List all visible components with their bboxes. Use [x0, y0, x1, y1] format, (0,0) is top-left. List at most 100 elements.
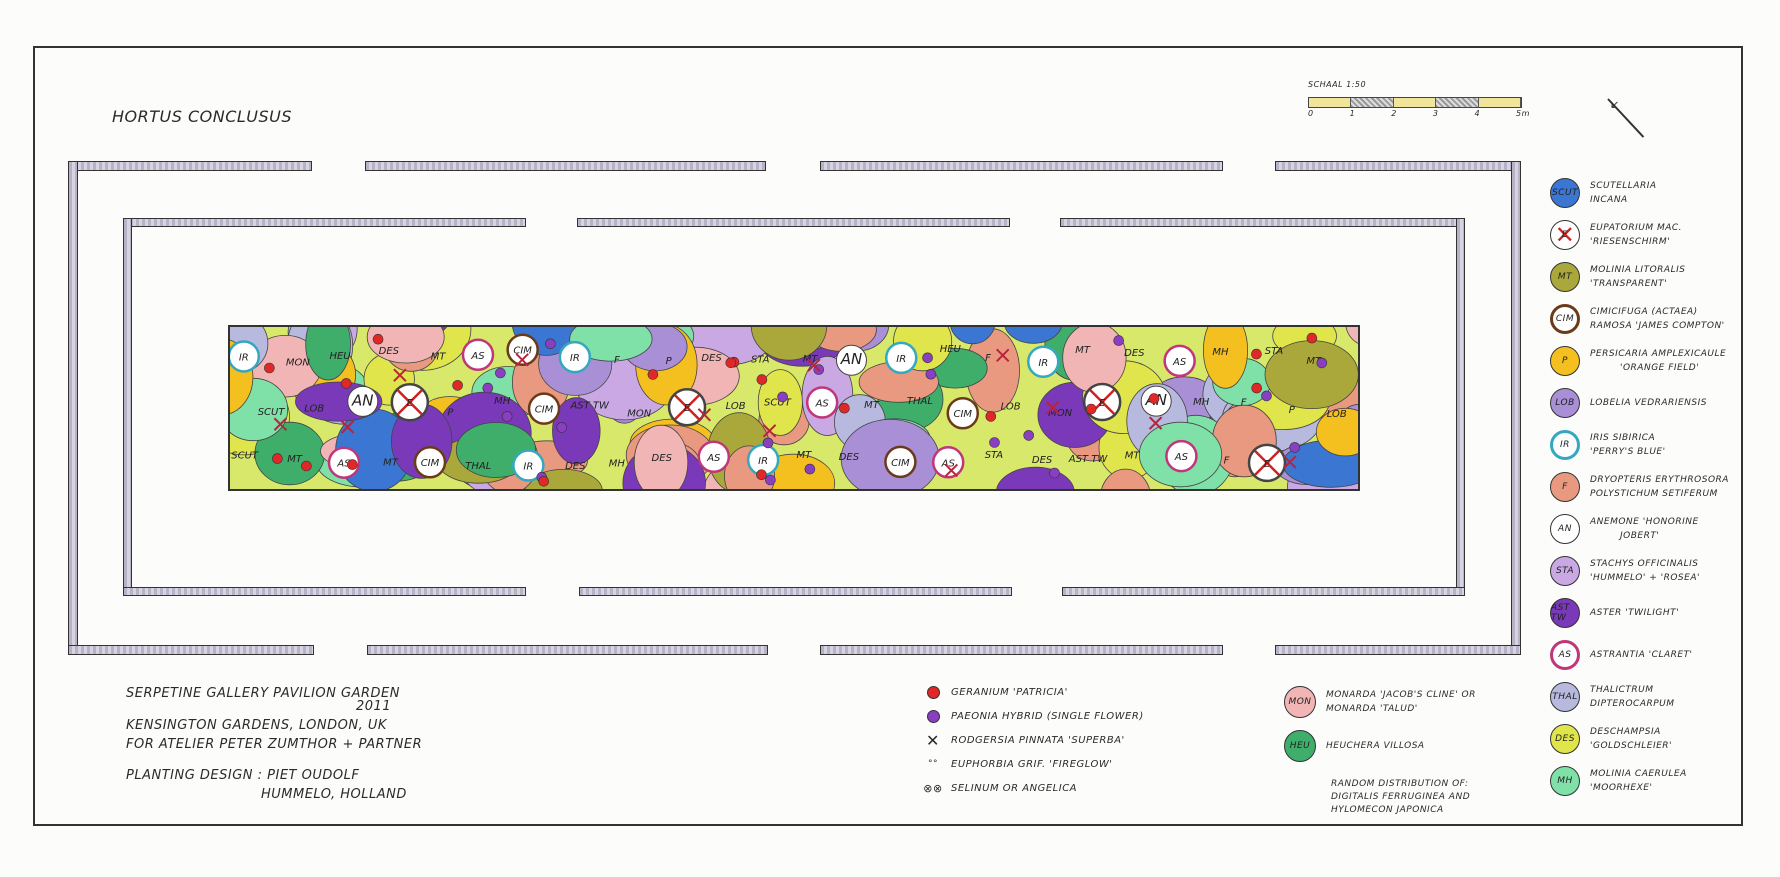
- bed-label-text: LOB: [304, 403, 324, 414]
- bed-plant-label: AST TW: [569, 400, 610, 411]
- paeonia-dot-icon: [1316, 357, 1328, 369]
- plant-patch: [552, 397, 601, 465]
- bed-plant-label: F: [1224, 456, 1230, 467]
- bed-label-text: THAL: [907, 396, 933, 407]
- bed-label-text: MT: [383, 458, 399, 469]
- heuchera-symbol-icon: HEU: [1284, 730, 1316, 762]
- note-line: HYLOMECON JAPONICA: [1331, 805, 1444, 815]
- geranium-dot-icon: [985, 411, 997, 422]
- legend-text: MONARDA 'TALUD': [1326, 704, 1418, 714]
- bed-label-text: MON: [627, 409, 651, 420]
- legend-item: STA STACHYS OFFICINALIS 'HUMMELO' + 'ROSEA…: [1550, 550, 1780, 592]
- legend-text: 'PERRY'S BLUE': [1590, 447, 1666, 457]
- inner-wall-bottom-3: [1062, 587, 1465, 596]
- bed-label-text: CIM: [953, 409, 972, 420]
- bed-label-text: F: [1241, 398, 1247, 409]
- bed-plant-label: IR: [230, 340, 261, 373]
- bed-label-text: AS: [706, 453, 721, 464]
- inner-wall-left: [123, 218, 132, 596]
- bed-label-text: MT: [1306, 356, 1322, 367]
- scale-tick: 3: [1432, 109, 1439, 118]
- outer-wall-bottom-2: [367, 645, 768, 655]
- bed-label-text: CIM: [513, 346, 532, 357]
- bed-label-text: IR: [758, 456, 768, 467]
- legend-text: HEUCHERA VILLOSA: [1326, 741, 1425, 751]
- scale-tick: 4: [1474, 109, 1481, 118]
- legend-text: DESCHAMPSIA: [1590, 727, 1661, 737]
- bed-plant-label: MT: [1125, 451, 1141, 462]
- legend-item: CIM CIMICIFUGA (ACTAEA) RAMOSA 'JAMES COMP…: [1550, 298, 1780, 340]
- bed-plant-label: MH: [1212, 347, 1229, 358]
- as-symbol-icon: AS: [1550, 640, 1580, 670]
- an-symbol-icon: AN: [1550, 514, 1580, 544]
- bed-plant-label: E: [1247, 443, 1287, 483]
- bed-plant-label: E: [667, 387, 707, 427]
- planting-bed: IR MON HEU DES MT AS CIM IR F P DES STA MT AN IR HEU F IR…: [228, 325, 1360, 491]
- legend-item: MT MOLINIA LITORALIS 'TRANSPARENT': [1550, 256, 1780, 298]
- bed-label-text: SCUT: [231, 451, 259, 462]
- geranium-dot-icon: [538, 476, 550, 487]
- geranium-dot-icon: [301, 460, 312, 472]
- legend-text: ASTER 'TWILIGHT': [1590, 608, 1680, 618]
- legend-text: POLYSTICHUM SETIFERUM: [1590, 489, 1718, 499]
- bed-label-text: AS: [336, 459, 351, 470]
- bed-label-text: AS: [815, 399, 830, 410]
- bed-label-text: DES: [839, 452, 860, 463]
- bed-plant-label: CIM: [413, 445, 447, 479]
- bed-plant-label: AS: [931, 446, 965, 479]
- note-line: DIGITALIS FERRUGINEA AND: [1331, 792, 1471, 802]
- plant-patch: [996, 466, 1075, 489]
- legend-text: INCANA: [1590, 195, 1628, 205]
- bed-plant-label: MON: [1048, 408, 1072, 419]
- legend-item: AST TW ASTER 'TWILIGHT': [1550, 592, 1780, 634]
- outer-wall-top-1: [68, 161, 312, 171]
- symbol-legend: GERANIUM 'PATRICIA' PAEONIA HYBRID (SING…: [923, 680, 1144, 800]
- bed-label-text: THAL: [465, 461, 491, 472]
- bed-label-text: AST TW: [569, 400, 610, 411]
- bed-label-text: E: [407, 398, 414, 409]
- legend-text: THALICTRUM: [1590, 685, 1654, 695]
- bed-label-text: IR: [523, 462, 533, 473]
- design-line: PLANTING DESIGN : PIET OUDOLF: [126, 768, 360, 783]
- red-dot-icon: [926, 685, 940, 699]
- bed-label-text: CIM: [535, 405, 554, 416]
- plant-patch: [366, 327, 445, 364]
- bed-label-text: E: [684, 403, 691, 414]
- paeonia-dot-icon: [1049, 467, 1060, 479]
- symbol-row: ✕ RODGERSIA PINNATA 'SUPERBA': [925, 728, 1144, 752]
- outer-wall-top-4: [1275, 161, 1521, 171]
- bed-plant-label: IR: [885, 341, 918, 375]
- bed-label-text: STA: [985, 450, 1004, 461]
- symbol-row: °° EUPHORBIA GRIF. 'FIREGLOW': [925, 752, 1144, 776]
- inner-wall-right: [1456, 218, 1465, 596]
- paeonia-dot-icon: [762, 437, 774, 449]
- bed-label-text: AST TW: [1068, 454, 1109, 465]
- project-line: SERPETINE GALLERY PAVILION GARDEN: [126, 686, 400, 701]
- bed-label-text: MON: [286, 357, 310, 368]
- bed-label-text: MT: [1125, 451, 1141, 462]
- random-distribution-note: RANDOM DISTRIBUTION OF: DIGITALIS FERRUG…: [1284, 778, 1476, 817]
- outer-wall-top-2: [365, 161, 766, 171]
- legend-text: STACHYS OFFICINALIS: [1590, 559, 1699, 569]
- bed-plant-label: DES: [565, 461, 586, 472]
- geranium-dot-icon: [341, 378, 352, 389]
- bed-label-text: MH: [494, 396, 511, 407]
- paeonia-dot-icon: [1289, 442, 1300, 453]
- bed-plant-label: AN: [835, 344, 867, 376]
- symbol-label: PAEONIA HYBRID (SINGLE FLOWER): [951, 710, 1144, 722]
- paeonia-dot-icon: [482, 382, 494, 394]
- bed-label-text: CIM: [891, 458, 910, 469]
- bed-plant-label: AS: [461, 338, 495, 372]
- bed-plant-label: AS: [805, 386, 839, 419]
- ast-tw-symbol-icon: AST TW: [1550, 598, 1580, 628]
- geranium-dot-icon: [264, 362, 275, 374]
- scale-ticks: 0 1 2 3 4 5m: [1308, 109, 1530, 118]
- legend-text: DIPTEROCARPUM: [1590, 699, 1675, 709]
- outer-wall-right: [1511, 161, 1521, 655]
- bed-label-text: DES: [379, 346, 400, 357]
- geranium-dot-icon: [725, 357, 737, 369]
- bed-plant-label: SCUT: [258, 407, 286, 418]
- geranium-dot-icon: [1085, 403, 1097, 415]
- paeonia-dot-icon: [804, 463, 816, 475]
- bed-plant-label: MH: [494, 396, 511, 407]
